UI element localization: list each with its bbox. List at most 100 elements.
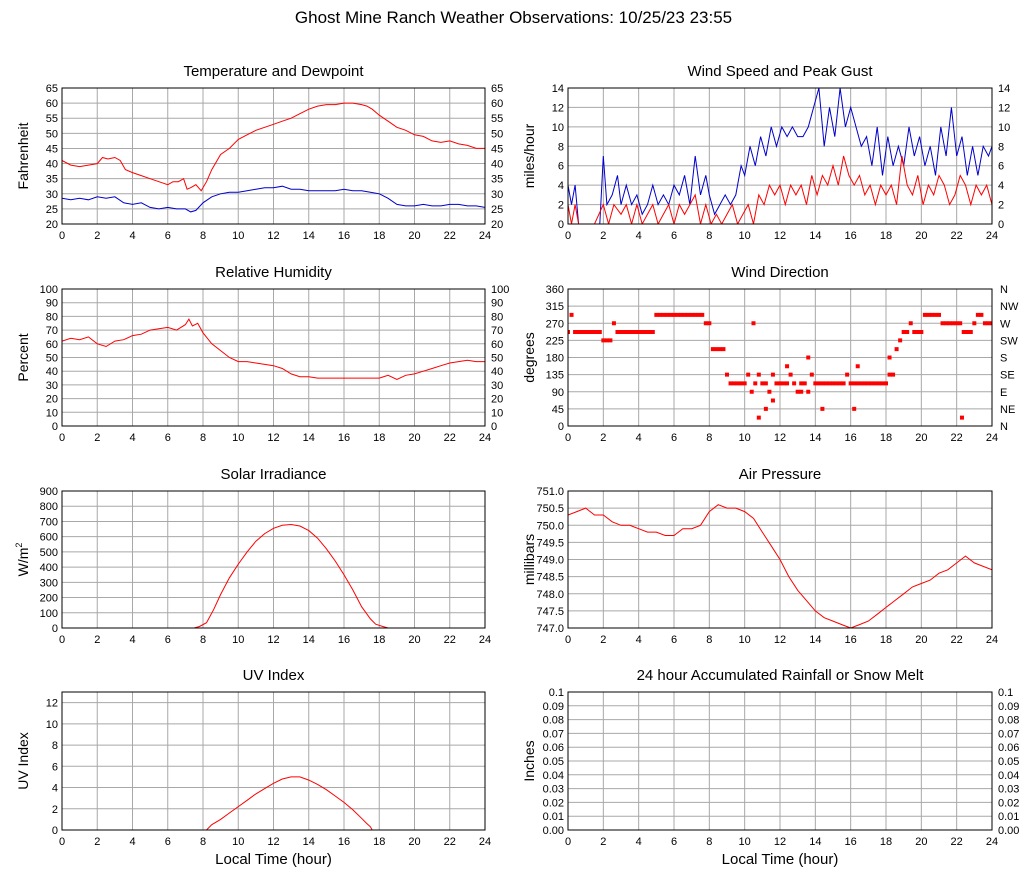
x-tick-label: 16 <box>338 432 350 444</box>
y-tick-label: 0 <box>558 219 564 231</box>
y-tick-label: 45 <box>46 143 58 155</box>
y-tick-label: 4 <box>52 783 58 795</box>
chart-title: Wind Direction <box>731 264 829 281</box>
y-tick-label: 750.5 <box>536 503 564 515</box>
plot-frame <box>61 87 486 225</box>
x-tick-label: 22 <box>444 634 456 646</box>
data-point <box>880 381 885 386</box>
data-point <box>774 381 779 386</box>
x-tick-label: 4 <box>636 230 642 242</box>
y-tick-label: 0.06 <box>543 742 564 754</box>
data-point <box>735 381 740 386</box>
data-point <box>795 389 800 394</box>
x-tick-label: 2 <box>600 432 606 444</box>
x-tick-label: 14 <box>809 836 821 848</box>
x-tick-label: 20 <box>915 634 927 646</box>
y-tick-label: 315 <box>546 301 564 313</box>
x-tick-label: 4 <box>636 432 642 444</box>
y-tick-label-right: 12 <box>998 102 1010 114</box>
x-tick-label: 4 <box>129 432 135 444</box>
y-axis-label-superscript: 2 <box>14 543 24 548</box>
x-tick-label: 6 <box>671 836 677 848</box>
x-tick-label: 6 <box>671 230 677 242</box>
x-tick-label: 14 <box>303 836 315 848</box>
data-layer <box>568 88 992 224</box>
x-tick-label: 0 <box>59 230 65 242</box>
y-tick-label: 45 <box>552 404 564 416</box>
data-point <box>887 355 892 360</box>
data-point <box>721 347 726 352</box>
x-tick-label: 20 <box>915 230 927 242</box>
data-point <box>661 312 666 317</box>
data-point <box>972 321 977 326</box>
y-tick-label-right: 25 <box>491 204 503 216</box>
x-tick-label: 12 <box>774 432 786 444</box>
y-tick-label-right: 10 <box>491 407 503 419</box>
data-point <box>944 321 949 326</box>
y-tick-label-right: 14 <box>998 83 1010 95</box>
data-point <box>597 330 602 335</box>
x-tick-label: 12 <box>774 230 786 242</box>
x-tick-label: 8 <box>706 634 712 646</box>
y-tick-label-right: 0 <box>491 421 497 433</box>
data-point <box>947 321 952 326</box>
x-tick-label: 12 <box>267 432 279 444</box>
chart-title: UV Index <box>243 667 305 684</box>
data-point <box>756 415 761 420</box>
plot-frame <box>567 87 993 225</box>
y-tick-label-right: 0.1 <box>998 687 1013 699</box>
data-point <box>820 381 825 386</box>
data-point <box>823 381 828 386</box>
y-tick-label-right: 20 <box>491 219 503 231</box>
data-point <box>937 312 941 317</box>
y-tick-label: 80 <box>46 311 58 323</box>
plot-frame <box>61 490 486 629</box>
data-point <box>785 381 790 386</box>
x-tick-label: 22 <box>444 230 456 242</box>
y-tick-label-right: 0 <box>998 219 1004 231</box>
x-tick-label: 8 <box>200 836 206 848</box>
y-tick-label: 50 <box>46 128 58 140</box>
x-tick-label: 6 <box>165 230 171 242</box>
x-tick-label: 8 <box>200 230 206 242</box>
data-point <box>876 381 881 386</box>
data-point <box>568 330 570 335</box>
y-tick-label: 749.5 <box>536 537 564 549</box>
y-tick-label-right: 100 <box>491 284 509 296</box>
x-tick-label: 20 <box>915 836 927 848</box>
x-tick-label: 12 <box>267 230 279 242</box>
data-point <box>852 381 857 386</box>
data-point <box>940 321 945 326</box>
y-tick-label: 225 <box>546 335 564 347</box>
y-tick-label: 700 <box>40 516 58 528</box>
data-point <box>919 330 924 335</box>
data-point <box>608 338 613 343</box>
x-tick-label: 18 <box>880 836 892 848</box>
y-tick-label-right: 8 <box>998 141 1004 153</box>
x-tick-label: 12 <box>774 836 786 848</box>
data-point <box>929 312 934 317</box>
data-point <box>703 321 708 326</box>
x-tick-label: 10 <box>739 432 751 444</box>
data-point <box>884 381 888 386</box>
data-point <box>629 330 634 335</box>
y-tick-label: 65 <box>46 83 58 95</box>
data-point <box>714 347 719 352</box>
x-tick-label: 2 <box>94 634 100 646</box>
data-point <box>831 381 835 386</box>
x-tick-label: 22 <box>444 836 456 848</box>
data-point <box>891 372 896 377</box>
x-tick-label: 4 <box>129 230 135 242</box>
data-point <box>975 312 980 317</box>
data-point <box>611 321 616 326</box>
y-tick-label: 0.05 <box>543 756 564 768</box>
y-tick-label-right: 2 <box>998 200 1004 212</box>
data-point <box>799 381 804 386</box>
x-tick-label: 22 <box>951 836 963 848</box>
data-point <box>710 347 715 352</box>
compass-label: NE <box>1000 404 1015 416</box>
y-tick-label-right: 6 <box>998 161 1004 173</box>
